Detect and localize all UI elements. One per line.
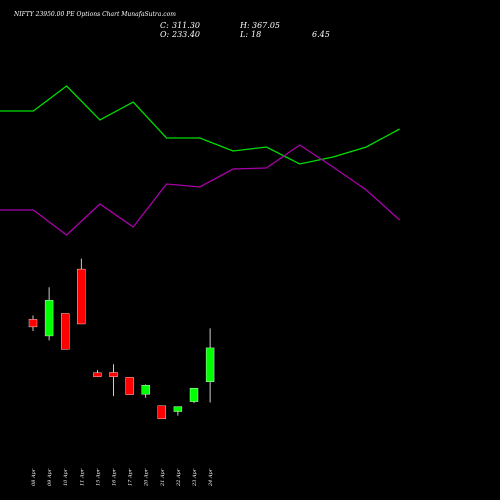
x-tick-label: 24 Apr [208, 468, 214, 487]
candle-8 [141, 384, 150, 398]
x-tick-label: 11 Apr [79, 468, 85, 486]
candle-body [28, 319, 38, 328]
x-tick-label: 08 Apr [31, 468, 37, 486]
candles [28, 258, 215, 420]
x-tick-label: 16 Apr [112, 468, 118, 486]
indicator-lines [0, 85, 401, 236]
candle-2 [44, 287, 54, 341]
indicator-line-1 [0, 85, 400, 165]
low-value: 18 [251, 30, 261, 39]
candle-body [109, 372, 118, 378]
candle-9 [157, 405, 167, 420]
candle-6 [109, 364, 118, 397]
open-label: O: [160, 30, 170, 39]
candle-body [44, 300, 54, 337]
candle-body [61, 313, 70, 350]
candle-body [205, 347, 215, 382]
x-tick-label: 10 Apr [63, 468, 69, 486]
candle-4 [77, 258, 86, 325]
x-tick-label: 15 Apr [95, 468, 101, 486]
change-value: 6.45 [312, 30, 330, 39]
indicator-line-2 [0, 144, 401, 236]
candle-10 [173, 406, 183, 416]
candle-body [93, 372, 102, 377]
candle-body [77, 268, 86, 325]
x-tick-label: 20 Apr [144, 468, 150, 487]
high-value: 367.05 [252, 21, 280, 30]
candle-5 [93, 370, 102, 377]
x-tick-label: 22 Apr [176, 468, 182, 487]
chart-title: NIFTY 23950.00 PE Options Chart MunafaSu… [13, 11, 176, 18]
x-tick-label: 09 Apr [47, 468, 53, 486]
open-value: 233.40 [171, 30, 200, 39]
candle-body [173, 406, 183, 412]
candle-body [141, 385, 150, 395]
x-tick-label: 17 Apr [128, 468, 134, 486]
candle-7 [125, 377, 134, 395]
candle-11 [189, 387, 199, 404]
candle-3 [61, 313, 70, 350]
x-tick-label: 21 Apr [160, 468, 166, 487]
close-value: 311.30 [172, 21, 200, 30]
x-tick-label: 23 Apr [192, 468, 198, 487]
candle-12 [205, 328, 215, 403]
candle-1 [28, 315, 38, 331]
high-label: H: [239, 21, 250, 30]
x-axis-ticks: 08 Apr 09 Apr 10 Apr 11 Apr 15 Apr 16 Apr 17 A… [31, 468, 214, 487]
candle-body [189, 387, 199, 402]
candle-body [157, 405, 167, 420]
close-label: C: [160, 21, 169, 30]
candle-body [125, 377, 134, 395]
low-label: L: [239, 30, 248, 39]
